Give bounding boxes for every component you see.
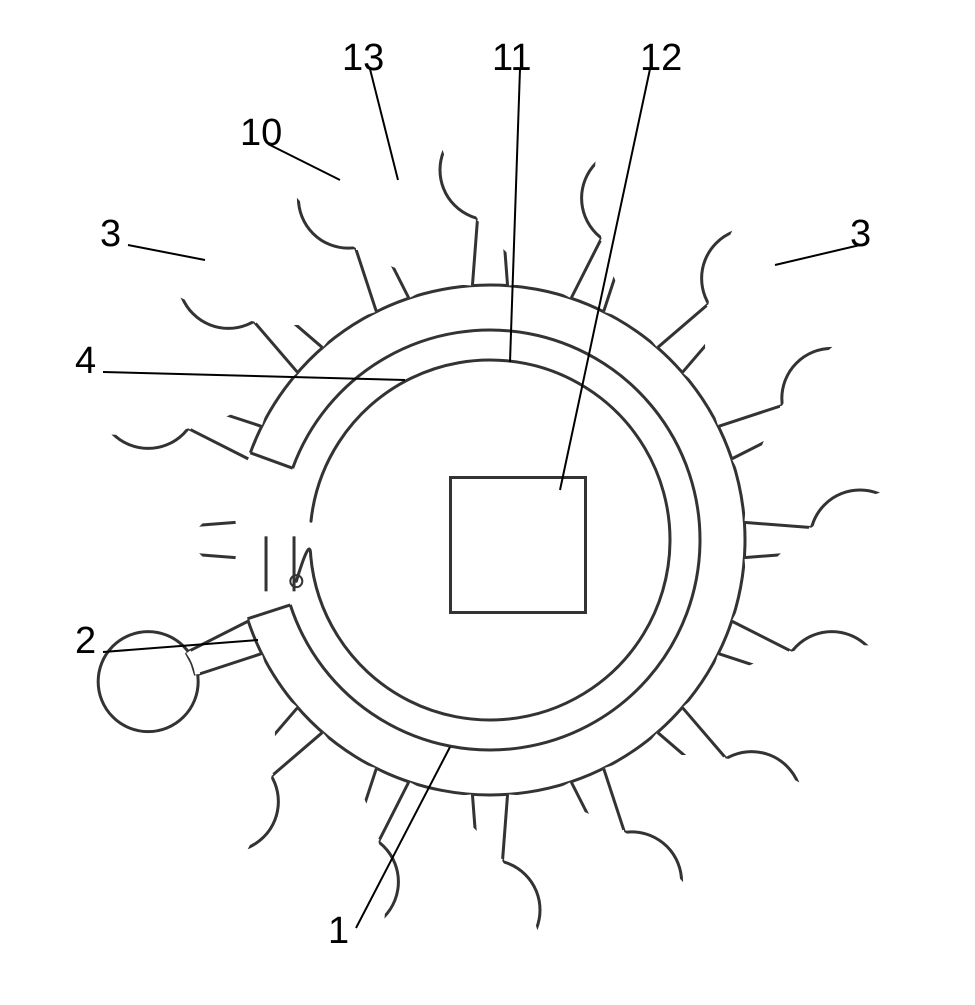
- annulus-gap-edge: [250, 453, 292, 468]
- diagram-container: [0, 0, 975, 1000]
- label-3R: 3: [850, 213, 871, 256]
- label-13: 13: [342, 37, 384, 80]
- inner-circle: [296, 360, 670, 720]
- annulus-gap-edge: [247, 605, 290, 619]
- label-2: 2: [75, 620, 96, 663]
- diagram-svg: [0, 0, 975, 1000]
- label-4: 4: [75, 340, 96, 383]
- label-12: 12: [640, 37, 682, 80]
- label-3L: 3: [100, 213, 121, 256]
- annulus-inner: [290, 330, 700, 750]
- center-square: [451, 478, 586, 613]
- label-11: 11: [492, 37, 531, 80]
- label-10: 10: [240, 112, 282, 155]
- label-1: 1: [328, 910, 349, 953]
